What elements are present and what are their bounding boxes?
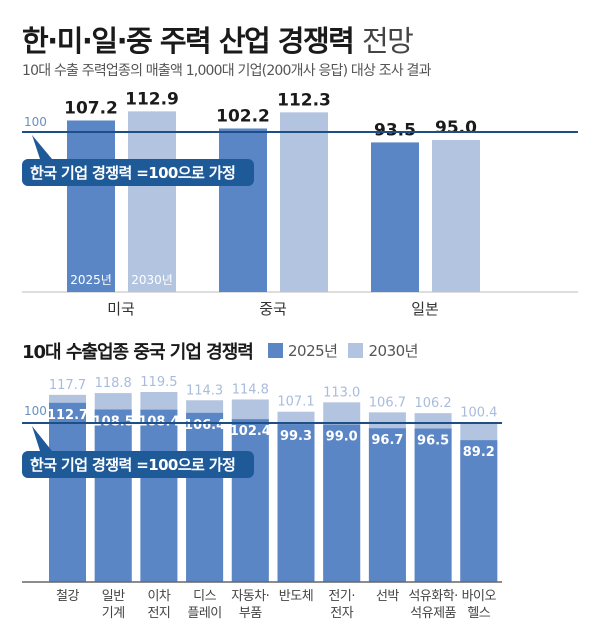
value-label-2025: 99.0 (326, 430, 358, 445)
callout-text: 한국 기업 경쟁력 =100으로 가정 (30, 456, 235, 474)
callout-box (22, 451, 254, 478)
series-label-in-bar: 2030년 (131, 273, 173, 287)
category-label: 전자 (330, 606, 353, 621)
category-label: 석유화학· (408, 589, 457, 604)
bar-자동차· 부품-2025 (231, 419, 269, 582)
category-label: 선박 (376, 589, 399, 604)
bar-반도체-2025 (277, 424, 315, 582)
legend-label-2025: 2025년 (288, 342, 338, 360)
value-label: 112.3 (277, 90, 331, 110)
reference-label: 100 (24, 404, 47, 418)
title-light: 전망 (361, 24, 414, 58)
value-label-2030: 107.1 (277, 395, 314, 410)
value-label-2025: 89.2 (463, 445, 495, 460)
callout-box (22, 159, 254, 186)
category-label: 중국 (259, 300, 287, 318)
category-label: 기계 (102, 606, 125, 621)
category-label: 바이오 (462, 589, 497, 604)
value-label-2025: 99.3 (280, 429, 312, 444)
value-label: 93.5 (374, 120, 416, 140)
value-label: 95.0 (435, 118, 477, 138)
value-label-2025: 112.7 (47, 408, 88, 423)
category-label: 헬스 (467, 606, 490, 621)
bar-철강-2025 (49, 402, 86, 582)
legend-label-2030: 2030년 (368, 342, 418, 360)
value-label-2030: 106.7 (369, 395, 406, 410)
series-label-in-bar: 2025년 (70, 273, 112, 287)
callout-pointer (32, 426, 52, 451)
reference-label: 100 (24, 115, 47, 129)
legend-swatch-2025 (268, 343, 283, 358)
value-label-2030: 100.4 (460, 405, 497, 420)
callout-pointer (32, 135, 52, 159)
subtitle: 10대 수출 주력업종의 매출액 1,000대 기업(200개사 응답) 대상 … (22, 63, 432, 79)
bar-미국-2030년 (128, 111, 176, 292)
category-label: 디스 (193, 589, 216, 604)
value-label-2030: 118.8 (95, 376, 132, 391)
bar-선박-2025 (368, 428, 406, 582)
category-label: 전기· (328, 589, 355, 604)
category-label: 미국 (107, 300, 135, 318)
category-label: 부품 (239, 606, 262, 621)
value-label-2030: 119.5 (140, 375, 177, 390)
value-label-2025: 106.4 (184, 418, 225, 433)
legend-swatch-2030 (348, 343, 364, 358)
category-label: 플레이 (187, 606, 221, 621)
value-label-2030: 114.8 (232, 382, 269, 397)
bar-중국-2025년 (219, 128, 267, 292)
legend: 2025년 2030년 (268, 340, 418, 361)
category-label: 석유제품 (410, 606, 456, 621)
value-label-2025: 102.4 (230, 424, 271, 439)
value-label: 102.2 (216, 106, 270, 126)
bar-이차 전지-2025 (140, 409, 178, 582)
bar-디스 플레이-2025 (186, 412, 224, 582)
value-label: 112.9 (125, 89, 179, 109)
value-label-2030: 114.3 (186, 383, 223, 398)
bar-일본-2030년 (432, 140, 480, 292)
category-label: 일반 (102, 589, 125, 604)
value-label-2025: 108.5 (93, 414, 134, 429)
value-label-2025: 96.5 (417, 434, 449, 449)
bar-바이오 헬스-2025 (460, 440, 498, 582)
bar-중국-2030년 (280, 112, 328, 292)
value-label-2030: 117.7 (49, 378, 86, 393)
bar-일본-2025년 (371, 142, 419, 292)
value-label-2030: 113.0 (323, 385, 360, 400)
category-label: 철강 (56, 589, 79, 604)
bar-일반 기계-2025 (94, 409, 132, 582)
page-title: 한·미·일·중 주력 산업 경쟁력 전망 (22, 18, 414, 60)
value-label-2030: 106.2 (414, 396, 451, 411)
title-bold: 한·미·일·중 주력 산업 경쟁력 (22, 24, 355, 58)
category-label: 일본 (411, 300, 439, 318)
chart2-title: 10대 수출업종 중국 기업 경쟁력 (22, 342, 254, 363)
category-label: 반도체 (279, 589, 313, 604)
callout-text: 한국 기업 경쟁력 =100으로 가정 (30, 164, 235, 182)
category-label: 전지 (147, 606, 170, 621)
category-label: 이차 (147, 589, 170, 604)
value-label-2025: 96.7 (371, 433, 403, 448)
value-label: 107.2 (64, 98, 118, 118)
category-label: 자동차· (231, 589, 269, 604)
bar-석유화학· 석유제품-2025 (414, 428, 452, 582)
bar-미국-2025년 (67, 120, 115, 292)
bar-전기· 전자-2025 (323, 424, 361, 582)
